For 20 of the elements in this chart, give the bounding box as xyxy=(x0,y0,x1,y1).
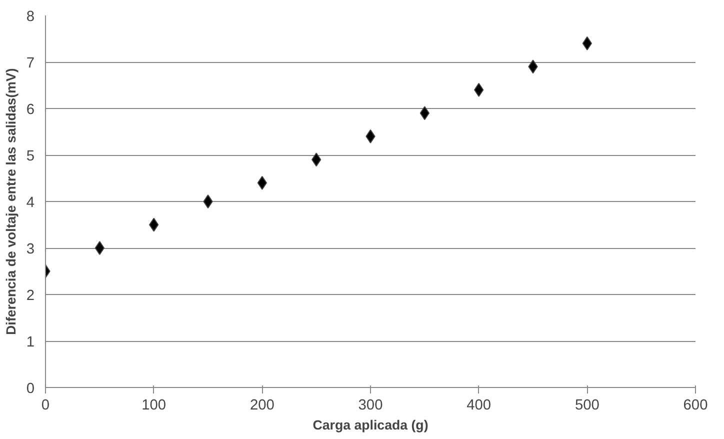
y-tick-label: 7 xyxy=(26,56,35,72)
x-tick-label: 300 xyxy=(358,398,383,414)
y-tick-label: 3 xyxy=(26,242,35,258)
y-tick-label: 0 xyxy=(26,381,35,397)
point xyxy=(203,194,213,208)
x-tick-label: 0 xyxy=(41,398,50,414)
y-tick-label: 8 xyxy=(26,9,35,25)
y-tick-label: 1 xyxy=(26,334,35,350)
x-tick-label: 200 xyxy=(250,398,274,414)
y-tick-label: 6 xyxy=(26,102,35,118)
y-tick-label: 2 xyxy=(26,288,35,304)
x-tick-label: 400 xyxy=(466,398,492,414)
x-axis-title: Carga aplicada (g) xyxy=(312,418,428,432)
y-tick-label: 4 xyxy=(26,195,35,211)
point xyxy=(94,241,104,255)
x-tick-label: 100 xyxy=(142,398,166,414)
x-tick-label: 500 xyxy=(574,398,600,414)
y-axis-title: Diferencia de voltaje entre las salidas(mV) xyxy=(3,68,18,335)
y-tick-label: 5 xyxy=(26,148,35,164)
x-tick-label: 600 xyxy=(683,398,708,414)
